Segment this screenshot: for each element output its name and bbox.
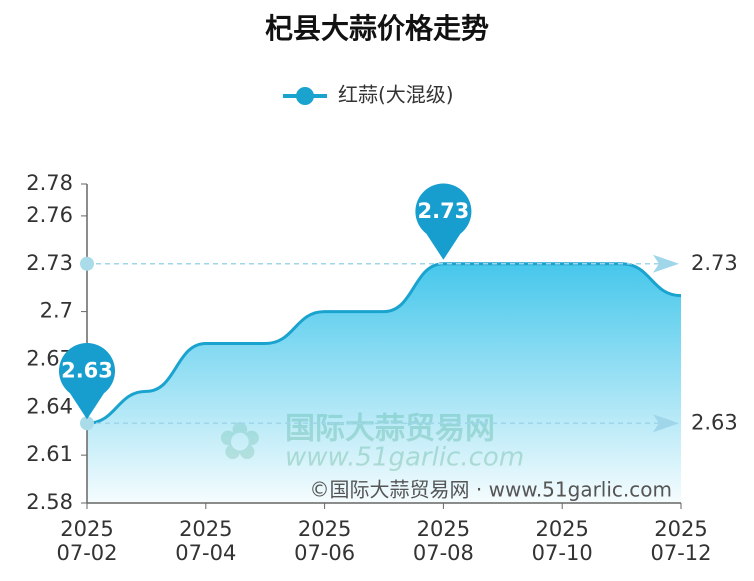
pin-label: 2.63: [61, 358, 113, 382]
mark-dot: [80, 256, 94, 271]
mark-dot: [80, 416, 94, 431]
mark-arrow: [653, 414, 679, 433]
x-tick-label: 2025 07-12: [650, 517, 712, 565]
x-tick-label: 2025 07-08: [412, 517, 474, 565]
legend-dot: [296, 87, 314, 105]
area: [87, 263, 681, 503]
y-tick-label: 2.58: [26, 490, 73, 514]
y-tick-label: 2.61: [26, 442, 73, 466]
chart-title: 杞县大蒜价格走势: [265, 12, 489, 45]
x-tick-label: 2025 07-04: [175, 517, 237, 565]
pin-label: 2.73: [417, 199, 469, 223]
x-tick-label: 2025 07-02: [56, 517, 118, 565]
pin: [59, 343, 115, 420]
legend-label: 红蒜(大混级): [338, 83, 454, 107]
y-tick-label: 2.76: [26, 203, 73, 227]
line: [86, 262, 682, 425]
y-tick-label: 2.73: [26, 251, 73, 275]
x-tick-label: 2025 07-10: [531, 517, 593, 565]
x-tick-label: 2025 07-06: [294, 517, 356, 565]
mark-label: 2.63: [691, 410, 738, 434]
y-tick-label: 2.78: [26, 171, 73, 195]
y-tick-label: 2.64: [26, 394, 73, 418]
mark-arrow: [653, 254, 679, 273]
credit: ©国际大蒜贸易网 · www.51garlic.com: [310, 478, 672, 502]
mark-label: 2.73: [691, 251, 738, 275]
y-tick-label: 2.7: [40, 299, 73, 323]
pin: [415, 183, 472, 260]
